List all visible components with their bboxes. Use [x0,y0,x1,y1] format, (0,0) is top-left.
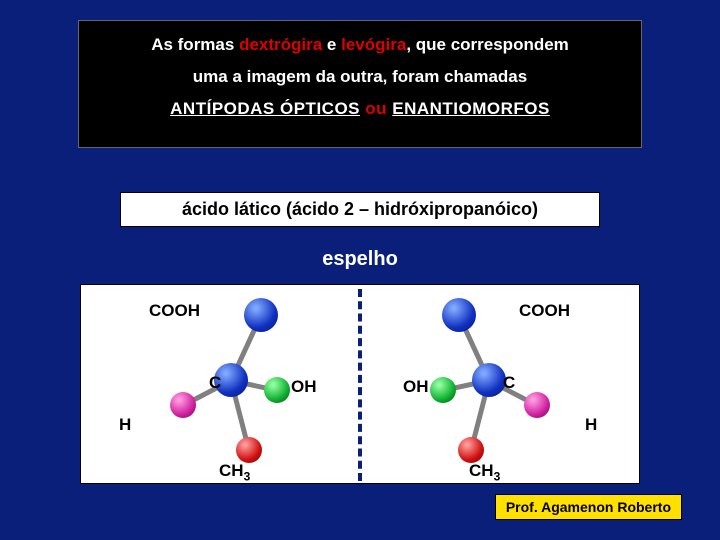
label-ch3: CH3 [219,461,250,483]
atom-cooh [244,298,278,332]
term-dextrogira: dextrógira [239,35,322,54]
text: As formas [151,35,239,54]
atom-ch3 [236,437,262,463]
atom-oh [430,377,456,403]
atom-ch3 [458,437,484,463]
label-cooh: COOH [519,301,570,321]
author-credit: Prof. Agamenon Roberto [495,494,682,520]
definition-line-3: ANTÍPODAS ÓPTICOS ou ENANTIOMORFOS [89,99,631,119]
label-oh: OH [403,377,429,397]
label-h: H [585,415,597,435]
mirror-label: espelho [0,248,720,271]
molecule-left: COOH C OH H CH3 [91,285,341,485]
term-antipodas: ANTÍPODAS ÓPTICOS [170,99,360,118]
compound-name: ácido lático (ácido 2 – hidróxipropanóic… [120,192,600,227]
molecule-right: COOH C OH H CH3 [379,285,629,485]
atom-center [472,363,506,397]
molecule-diagram: COOH C OH H CH3 COOH C OH H CH3 [80,284,640,484]
atom-cooh [442,298,476,332]
atom-h [524,392,550,418]
text: ou [360,99,392,118]
label-c: C [209,373,221,393]
atom-oh [264,377,290,403]
definition-box: As formas dextrógira e levógira, que cor… [78,20,642,148]
text: , que correspondem [406,35,568,54]
label-c: C [503,373,515,393]
label-h: H [119,415,131,435]
label-ch3: CH3 [469,461,500,483]
text: e [322,35,341,54]
term-levogira: levógira [341,35,406,54]
label-oh: OH [291,377,317,397]
mirror-line [358,289,362,481]
label-cooh: COOH [149,301,200,321]
definition-line-2: uma a imagem da outra, foram chamadas [89,67,631,87]
term-enantiomorfos: ENANTIOMORFOS [392,99,550,118]
atom-h [170,392,196,418]
definition-line-1: As formas dextrógira e levógira, que cor… [89,35,631,55]
